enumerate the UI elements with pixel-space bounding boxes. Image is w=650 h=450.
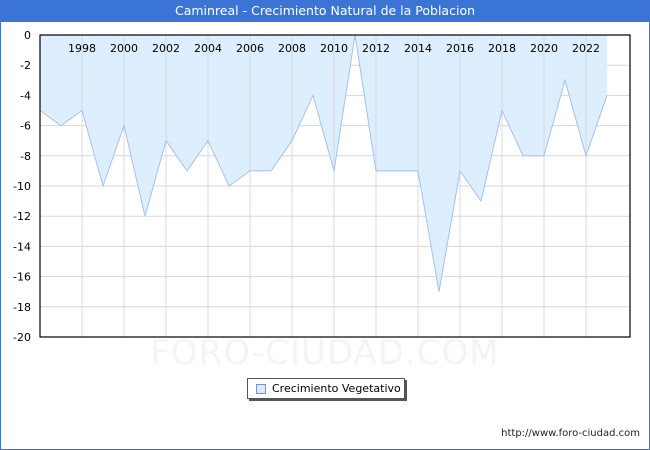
y-tick-label: -18 <box>13 301 31 314</box>
y-tick-label: -2 <box>20 59 31 72</box>
y-tick-label: -6 <box>20 120 31 133</box>
x-tick-label: 2014 <box>404 42 432 55</box>
x-tick-label: 2010 <box>320 42 348 55</box>
y-tick-label: -12 <box>13 210 31 223</box>
footer-url: http://www.foro-ciudad.com <box>501 428 640 439</box>
y-tick-label: -8 <box>20 150 31 163</box>
x-tick-label: 2006 <box>236 42 264 55</box>
x-tick-label: 2002 <box>152 42 180 55</box>
y-tick-label: -16 <box>13 271 31 284</box>
legend: Crecimiento Vegetativo <box>247 378 405 399</box>
y-tick-label: -4 <box>20 89 31 102</box>
x-tick-label: 2004 <box>194 42 222 55</box>
x-tick-label: 2018 <box>488 42 516 55</box>
y-tick-label: 0 <box>24 29 31 42</box>
chart-title: Caminreal - Crecimiento Natural de la Po… <box>0 0 650 22</box>
x-tick-label: 1998 <box>68 42 96 55</box>
x-tick-label: 2008 <box>278 42 306 55</box>
y-tick-label: -10 <box>13 180 31 193</box>
x-tick-label: 2000 <box>110 42 138 55</box>
watermark: FORO-CIUDAD.COM <box>150 333 500 373</box>
y-tick-label: -14 <box>13 240 31 253</box>
area-fill <box>40 35 607 292</box>
legend-swatch-icon <box>256 384 266 394</box>
x-tick-label: 2016 <box>446 42 474 55</box>
x-tick-label: 2020 <box>530 42 558 55</box>
plot-border <box>39 34 631 338</box>
y-tick-label: -20 <box>13 331 31 344</box>
legend-label: Crecimiento Vegetativo <box>272 382 401 395</box>
x-tick-label: 2022 <box>572 42 600 55</box>
x-tick-label: 2012 <box>362 42 390 55</box>
series-line <box>39 34 608 292</box>
